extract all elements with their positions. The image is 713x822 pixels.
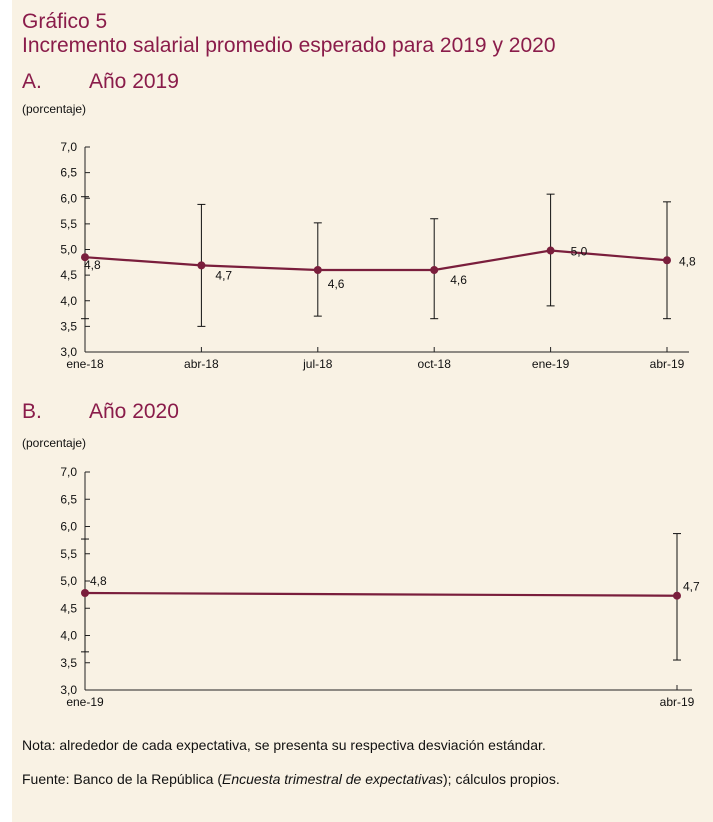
x-tick-label: abr-18 [184,357,219,371]
panel-b-chart: 3,0 3,5 4,0 4,5 5,0 5,5 6,0 6,5 7,0 ene-19 abr-19 4… [60,465,700,709]
y-tick-label: 6,5 [60,492,77,506]
panel-b-title-text: Año 2020 [89,400,179,423]
y-tick-label: 6,0 [60,191,77,205]
y-tick-label: 3,5 [60,319,77,333]
source-text: Fuente: Banco de la República (Encuesta … [22,771,692,788]
data-label: 4,7 [683,580,700,594]
data-label: 4,6 [328,277,345,291]
panel-a-y-unit: (porcentaje) [22,102,87,116]
note-text: Nota: alrededor de cada expectativa, se … [22,737,546,753]
y-tick-label: 6,5 [60,166,77,180]
figure-panel: Gráfico 5 Incremento salarial promedio e… [12,0,713,822]
x-tick-label: abr-19 [660,695,695,709]
panel-a-chart: 3,0 3,5 4,0 4,5 5,0 5,5 6,0 6,5 7,0 ene-18 abr-18 j… [60,140,696,371]
source-survey-name: Encuesta trimestral de expectativas [222,771,444,787]
y-tick-label: 3,0 [60,683,77,697]
figure-number: Gráfico 5 [22,10,108,33]
data-point [430,266,439,274]
panel-a-letter: A. [22,70,42,93]
y-tick-label: 3,0 [60,345,77,359]
source-prefix: Fuente: Banco de la República ( [22,771,223,787]
y-tick-label: 7,0 [60,140,77,154]
y-tick-label: 5,0 [60,574,77,588]
x-tick-label: abr-19 [650,357,685,371]
data-label: 4,7 [215,268,232,282]
y-tick-label: 3,5 [60,656,77,670]
y-tick-label: 5,5 [60,217,77,231]
y-tick-label: 6,0 [60,520,77,534]
x-tick-label: ene-19 [66,695,104,709]
panel-b-letter: B. [22,400,42,423]
data-point [546,246,555,255]
data-label: 4,6 [450,273,467,287]
series-line [84,591,678,597]
data-point [673,591,681,600]
y-tick-label: 7,0 [60,465,77,479]
data-label: 4,8 [84,258,101,272]
y-tick-label: 4,0 [60,294,77,308]
data-point [81,588,89,597]
x-tick-label: ene-19 [532,357,570,371]
data-point [197,261,206,270]
data-label: 4,8 [90,574,107,588]
y-tick-label: 5,0 [60,243,77,257]
figure-title: Incremento salarial promedio esperado pa… [22,34,556,57]
panel-a-title-text: Año 2019 [89,70,179,93]
x-tick-label: jul-18 [302,357,333,371]
data-label: 4,8 [679,254,696,268]
y-tick-label: 4,0 [60,629,77,643]
y-tick-label: 5,5 [60,547,77,561]
panel-a-title: A. Año 2019 [22,70,179,94]
x-tick-label: oct-18 [418,357,452,371]
y-tick-label: 4,5 [60,601,77,615]
source-suffix: ); cálculos propios. [443,771,560,787]
series-line [84,249,668,272]
y-tick-label: 4,5 [60,268,77,282]
panel-b-y-unit: (porcentaje) [22,436,87,450]
x-tick-label: ene-18 [66,357,104,371]
panel-b-title: B. Año 2020 [22,400,179,424]
data-point [313,266,322,274]
data-point [81,253,89,262]
data-point [663,256,671,265]
data-label: 5,0 [571,245,588,259]
